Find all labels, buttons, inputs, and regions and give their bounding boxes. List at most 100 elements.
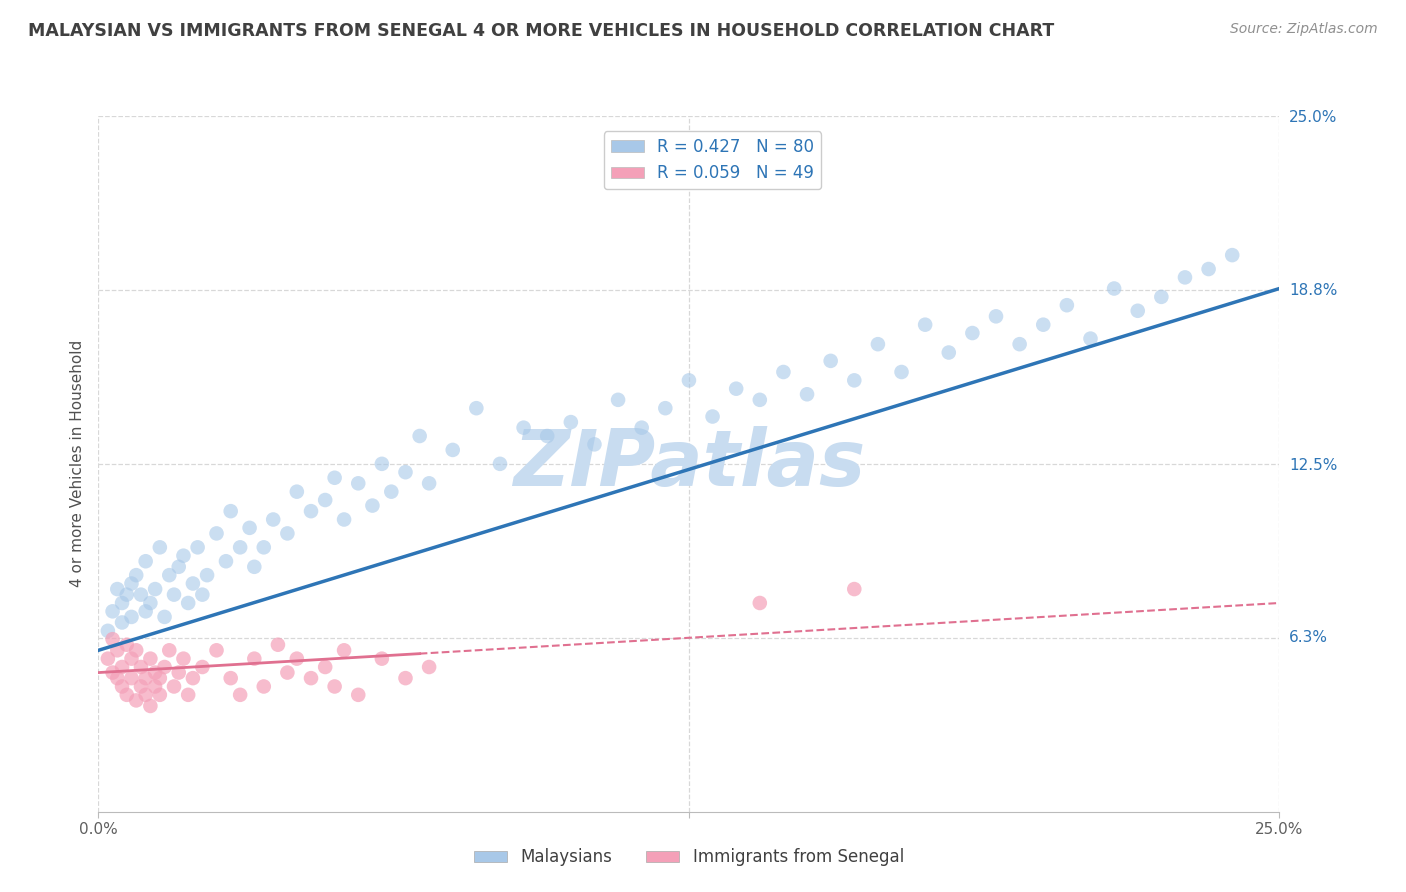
Point bbox=[361, 499, 384, 513]
Point bbox=[1102, 281, 1125, 295]
Point bbox=[177, 688, 200, 702]
Point bbox=[167, 559, 190, 574]
Point bbox=[583, 437, 606, 451]
Point bbox=[418, 660, 440, 674]
Point bbox=[253, 541, 276, 555]
Point bbox=[844, 373, 866, 387]
Point bbox=[725, 382, 748, 396]
Point bbox=[630, 420, 652, 434]
Point bbox=[408, 429, 430, 443]
Point bbox=[115, 638, 138, 652]
Point bbox=[890, 365, 912, 379]
Point bbox=[323, 471, 346, 485]
Point bbox=[229, 688, 252, 702]
Point bbox=[276, 526, 298, 541]
Point bbox=[323, 680, 346, 694]
Point bbox=[129, 660, 152, 674]
Text: ZIPatlas: ZIPatlas bbox=[513, 425, 865, 502]
Point bbox=[149, 688, 172, 702]
Point bbox=[111, 615, 134, 630]
Point bbox=[748, 392, 770, 407]
Point bbox=[938, 345, 960, 359]
Point bbox=[121, 610, 143, 624]
Point bbox=[105, 671, 128, 685]
Point bbox=[101, 604, 124, 618]
Point bbox=[219, 671, 242, 685]
Point bbox=[111, 596, 134, 610]
Point bbox=[1198, 262, 1220, 277]
Point bbox=[253, 680, 276, 694]
Point bbox=[163, 588, 186, 602]
Point bbox=[678, 373, 700, 387]
Point bbox=[333, 512, 356, 526]
Point bbox=[97, 624, 120, 638]
Point bbox=[157, 643, 180, 657]
Point bbox=[1220, 248, 1243, 262]
Point bbox=[536, 429, 558, 443]
Point bbox=[205, 526, 228, 541]
Point bbox=[191, 660, 214, 674]
Point bbox=[844, 582, 866, 596]
Point bbox=[101, 665, 124, 680]
Point bbox=[187, 541, 209, 555]
Point bbox=[285, 651, 308, 665]
Point bbox=[135, 671, 157, 685]
Point bbox=[1008, 337, 1031, 351]
Point bbox=[1080, 332, 1102, 346]
Point bbox=[172, 549, 194, 563]
Point bbox=[702, 409, 724, 424]
Point bbox=[748, 596, 770, 610]
Point bbox=[125, 568, 148, 582]
Point bbox=[105, 643, 128, 657]
Point bbox=[512, 420, 534, 434]
Point bbox=[149, 671, 172, 685]
Point bbox=[149, 541, 172, 555]
Point bbox=[215, 554, 238, 568]
Point bbox=[181, 671, 204, 685]
Point bbox=[299, 671, 322, 685]
Point bbox=[121, 576, 143, 591]
Point bbox=[314, 660, 336, 674]
Point bbox=[654, 401, 676, 416]
Point bbox=[115, 588, 138, 602]
Point bbox=[772, 365, 794, 379]
Point bbox=[380, 484, 402, 499]
Point bbox=[191, 588, 214, 602]
Point bbox=[441, 442, 464, 457]
Point bbox=[195, 568, 218, 582]
Legend: Malaysians, Immigrants from Senegal: Malaysians, Immigrants from Senegal bbox=[467, 842, 911, 873]
Point bbox=[129, 680, 152, 694]
Text: Source: ZipAtlas.com: Source: ZipAtlas.com bbox=[1230, 22, 1378, 37]
Point bbox=[143, 680, 166, 694]
Point bbox=[394, 671, 416, 685]
Point bbox=[333, 643, 356, 657]
Point bbox=[219, 504, 242, 518]
Point bbox=[371, 457, 394, 471]
Point bbox=[276, 665, 298, 680]
Point bbox=[143, 665, 166, 680]
Point bbox=[181, 576, 204, 591]
Point bbox=[866, 337, 889, 351]
Point bbox=[371, 651, 394, 665]
Point bbox=[914, 318, 936, 332]
Point bbox=[262, 512, 284, 526]
Point bbox=[153, 660, 176, 674]
Point bbox=[394, 465, 416, 479]
Point bbox=[139, 698, 162, 713]
Point bbox=[121, 671, 143, 685]
Point bbox=[121, 651, 143, 665]
Point bbox=[347, 476, 370, 491]
Point bbox=[111, 680, 134, 694]
Point bbox=[267, 638, 290, 652]
Point bbox=[139, 596, 162, 610]
Point bbox=[489, 457, 512, 471]
Point bbox=[796, 387, 818, 401]
Point bbox=[105, 582, 128, 596]
Point bbox=[239, 521, 262, 535]
Point bbox=[1150, 290, 1173, 304]
Point bbox=[607, 392, 630, 407]
Point bbox=[172, 651, 194, 665]
Y-axis label: 4 or more Vehicles in Household: 4 or more Vehicles in Household bbox=[69, 340, 84, 588]
Point bbox=[205, 643, 228, 657]
Point bbox=[135, 688, 157, 702]
